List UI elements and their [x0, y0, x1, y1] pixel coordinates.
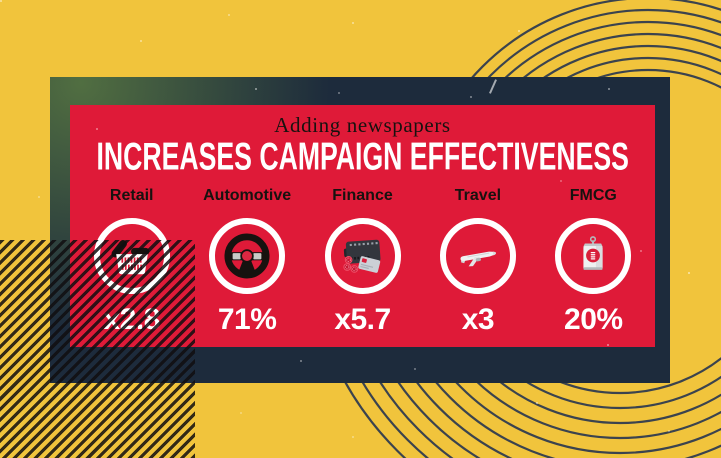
hazard-stripes-overlay [0, 240, 195, 458]
category-column-automotive: Automotive 71% [189, 186, 304, 337]
stats-panel: Adding newspapers INCREASES CAMPAIGN EFF… [70, 105, 655, 347]
category-label: Automotive [203, 187, 292, 204]
icon-circle [439, 218, 516, 294]
icon-circle [555, 218, 632, 294]
category-column-travel: Travel [420, 186, 535, 337]
panel-subtitle: Adding newspapers [274, 113, 451, 137]
category-column-fmcg: FMCG [536, 186, 651, 337]
speckle-texture [0, 0, 2, 2]
icon-circle [324, 218, 401, 294]
steering-wheel-icon [224, 233, 270, 279]
category-label: FMCG [569, 187, 617, 204]
soda-can-icon [583, 236, 604, 270]
icon-circle [209, 218, 286, 294]
category-value: 71% [217, 303, 277, 336]
category-value: x3 [461, 303, 495, 336]
wallet-card-icon [342, 239, 380, 273]
concentric-rings-bottom-right [0, 228, 721, 458]
category-value: x5.7 [334, 303, 391, 336]
category-label: Travel [454, 187, 502, 204]
concentric-rings-top-right [412, 0, 721, 232]
rings-bottom-svg [303, 228, 721, 458]
panel-title-wrap: INCREASES CAMPAIGN EFFECTIVENESS [70, 137, 655, 175]
rings-top-svg [412, 0, 721, 232]
panel-title: INCREASES CAMPAIGN EFFECTIVENESS [96, 134, 629, 178]
category-value: 20% [564, 303, 623, 336]
category-column-finance: Finance [305, 186, 420, 337]
category-label: Retail [109, 187, 154, 204]
category-label: Finance [332, 187, 393, 204]
airplane-icon [460, 248, 496, 267]
